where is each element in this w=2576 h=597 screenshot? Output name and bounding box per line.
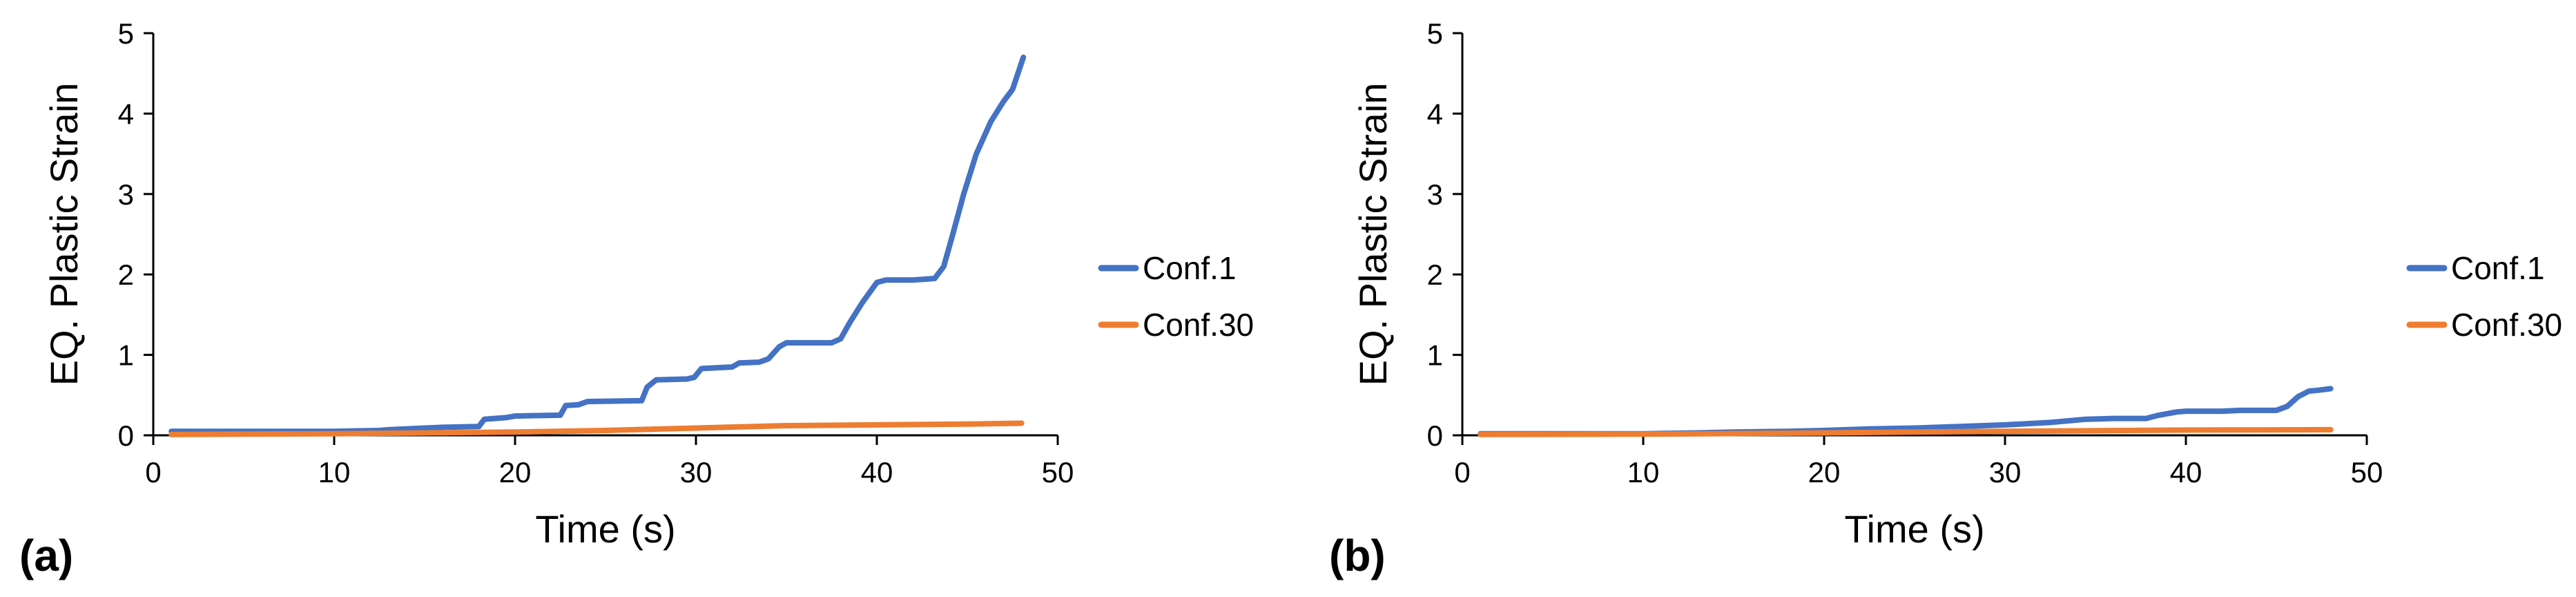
- series-line-conf1: [168, 54, 1027, 435]
- legend-label: Conf.1: [2451, 250, 2545, 286]
- x-tick-label: 50: [2351, 456, 2383, 489]
- y-tick-label: 3: [118, 178, 134, 211]
- y-tick-label: 4: [118, 97, 134, 130]
- y-tick-label: 2: [118, 258, 134, 291]
- legend-entry: Conf.30: [1098, 307, 1254, 343]
- y-axis-label: EQ. Plastic Strain: [1351, 83, 1395, 386]
- x-tick-label: 20: [1808, 456, 1841, 489]
- x-tick-label: 0: [145, 456, 161, 489]
- series-line-conf30: [1478, 426, 2334, 437]
- panel-label: (b): [1329, 531, 1386, 580]
- series-line-conf30: [168, 420, 1025, 437]
- legend-label: Conf.30: [2451, 307, 2562, 343]
- x-tick-label: 30: [680, 456, 713, 489]
- x-tick-label: 20: [499, 456, 532, 489]
- y-tick-label: 3: [1427, 178, 1443, 211]
- y-tick-label: 1: [1427, 339, 1443, 372]
- legend-label: Conf.1: [1143, 250, 1237, 286]
- panel-label: (a): [19, 531, 73, 580]
- x-axis-label: Time (s): [535, 507, 675, 551]
- legend-entry: Conf.1: [1098, 250, 1237, 286]
- legend-label: Conf.30: [1143, 307, 1254, 343]
- legend-entry: Conf.1: [2406, 250, 2545, 286]
- y-tick-label: 1: [118, 339, 134, 372]
- x-tick-label: 40: [861, 456, 893, 489]
- x-tick-label: 30: [1989, 456, 2022, 489]
- y-tick-label: 4: [1427, 97, 1443, 130]
- x-tick-label: 0: [1454, 456, 1470, 489]
- y-tick-label: 2: [1427, 258, 1443, 291]
- x-axis-label: Time (s): [1844, 507, 1984, 551]
- x-tick-label: 40: [2170, 456, 2202, 489]
- series-line-conf1: [1478, 386, 2334, 437]
- y-axis-label: EQ. Plastic Strain: [42, 83, 86, 386]
- x-tick-label: 50: [1042, 456, 1074, 489]
- y-tick-label: 0: [1427, 419, 1443, 452]
- y-tick-label: 5: [118, 17, 134, 50]
- legend-entry: Conf.30: [2406, 307, 2562, 343]
- x-tick-label: 10: [318, 456, 351, 489]
- x-tick-label: 10: [1627, 456, 1660, 489]
- y-tick-label: 0: [118, 419, 134, 452]
- y-tick-label: 5: [1427, 17, 1443, 50]
